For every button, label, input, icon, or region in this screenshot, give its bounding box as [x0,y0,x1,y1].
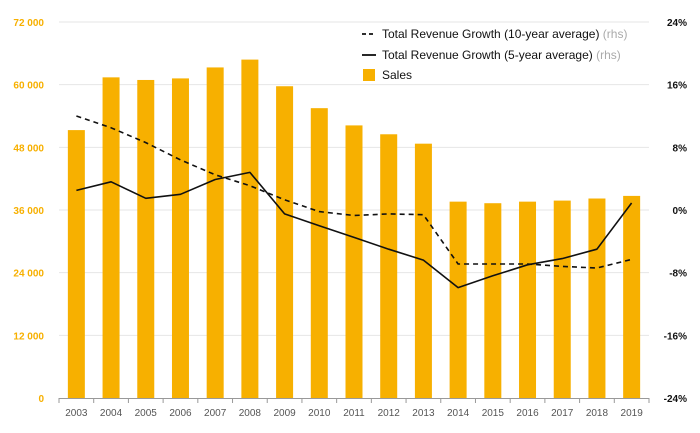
sales-bar [484,203,502,398]
sales-bar [345,125,363,399]
sales-bar [137,79,155,398]
x-axis-tick-label: 2003 [65,408,88,419]
right-axis-tick-label: 8% [673,143,688,154]
sales-bar [171,78,189,399]
legend-label: Total Revenue Growth (5-year average) (r… [382,48,621,62]
x-axis-tick-label: 2006 [169,408,192,419]
sales-bar [588,198,606,398]
sales-bar [449,201,467,398]
x-axis-tick-label: 2009 [273,408,296,419]
left-axis-tick-label: 36 000 [13,206,44,217]
x-axis-tick-label: 2012 [378,408,401,419]
legend-label-text: Total Revenue Growth (5-year average) [382,48,593,62]
x-axis-tick-label: 2010 [308,408,331,419]
sales-bar [67,130,85,398]
right-axis-tick-label: 24% [667,18,687,29]
x-axis-tick-label: 2008 [239,408,262,419]
right-axis-tick-label: -16% [664,331,687,342]
sales-bar [623,195,641,398]
x-axis-tick-label: 2017 [551,408,574,419]
axes: 0 12 000 24 000 36 000 48 000 60 000 72 000 -24… [13,18,687,419]
x-axis-tick-label: 2015 [482,408,505,419]
growth-10yr-line [76,115,632,269]
x-axis-tick-label: 2004 [100,408,123,419]
sales-bar [310,108,328,399]
growth-lines [76,115,633,289]
x-axis-tick-label: 2011 [343,408,365,419]
sales-bar [380,134,398,398]
legend-unit-text: (rhs) [593,48,621,62]
x-axis-tick-label: 2013 [412,408,435,419]
sales-bar [241,59,259,398]
sales-bar [553,200,571,398]
left-axis-tick-label: 60 000 [13,81,44,92]
sales-bar [276,86,294,398]
right-axis-tick-label: -24% [664,394,687,405]
left-axis-tick-label: 48 000 [13,143,44,154]
sales-bar [414,143,432,398]
sales-bars [67,59,641,399]
left-axis-tick-label: 12 000 [13,331,44,342]
left-axis-tick-label: 72 000 [13,18,44,29]
x-axis-tick-label: 2014 [447,408,470,419]
sales-bar [519,201,537,398]
sales-bar [102,77,120,398]
growth-5yr-line [76,171,633,289]
left-axis-tick-label: 24 000 [13,269,44,280]
right-axis-tick-label: -8% [669,269,687,280]
legend-label: Total Revenue Growth (10-year average) (… [382,27,627,41]
legend-label-text: Sales [382,68,412,82]
legend-unit-text: (rhs) [599,27,627,41]
legend-label-text: Total Revenue Growth (10-year average) [382,27,599,41]
right-axis-tick-label: 0% [673,206,688,217]
sales-bar [206,67,224,398]
right-axis-tick-label: 16% [667,81,687,92]
legend-label: Sales [382,68,412,82]
legend: Total Revenue Growth (10-year average) (… [362,27,627,82]
x-axis-tick-label: 2005 [135,408,158,419]
left-axis-tick-label: 0 [38,394,44,405]
x-axis-tick-label: 2019 [621,408,644,419]
x-axis-tick-label: 2016 [516,408,539,419]
legend-bar-square-icon [363,69,375,81]
x-axis-tick-label: 2007 [204,408,227,419]
x-axis-tick-label: 2018 [586,408,609,419]
